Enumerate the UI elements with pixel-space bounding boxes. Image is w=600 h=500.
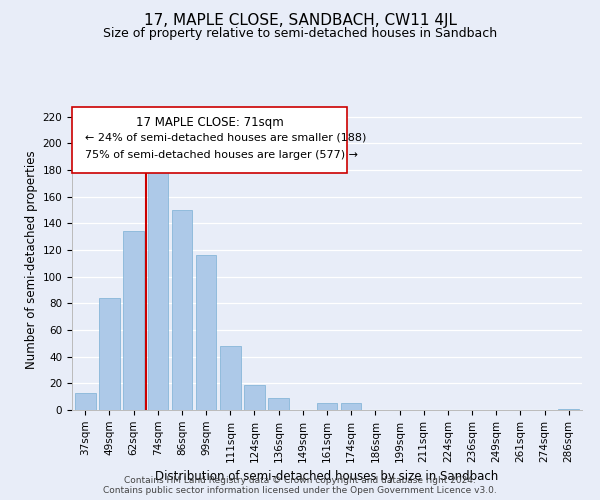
- Bar: [341, 404, 361, 410]
- Bar: [148, 164, 168, 410]
- Text: ← 24% of semi-detached houses are smaller (188): ← 24% of semi-detached houses are smalle…: [85, 132, 366, 142]
- Text: Size of property relative to semi-detached houses in Sandbach: Size of property relative to semi-detach…: [103, 28, 497, 40]
- Text: Contains public sector information licensed under the Open Government Licence v3: Contains public sector information licen…: [103, 486, 497, 495]
- Bar: [559, 408, 579, 410]
- Bar: [124, 232, 144, 410]
- Text: Contains HM Land Registry data © Crown copyright and database right 2024.: Contains HM Land Registry data © Crown c…: [124, 476, 476, 485]
- Bar: [172, 210, 192, 410]
- Y-axis label: Number of semi-detached properties: Number of semi-detached properties: [25, 150, 38, 370]
- Bar: [99, 298, 120, 410]
- Bar: [244, 384, 265, 410]
- Text: 75% of semi-detached houses are larger (577) →: 75% of semi-detached houses are larger (…: [85, 150, 358, 160]
- Bar: [220, 346, 241, 410]
- Bar: [317, 404, 337, 410]
- FancyBboxPatch shape: [72, 107, 347, 173]
- Bar: [75, 392, 95, 410]
- Bar: [268, 398, 289, 410]
- Text: 17, MAPLE CLOSE, SANDBACH, CW11 4JL: 17, MAPLE CLOSE, SANDBACH, CW11 4JL: [143, 12, 457, 28]
- Bar: [196, 256, 217, 410]
- Text: 17 MAPLE CLOSE: 71sqm: 17 MAPLE CLOSE: 71sqm: [136, 116, 284, 129]
- X-axis label: Distribution of semi-detached houses by size in Sandbach: Distribution of semi-detached houses by …: [155, 470, 499, 483]
